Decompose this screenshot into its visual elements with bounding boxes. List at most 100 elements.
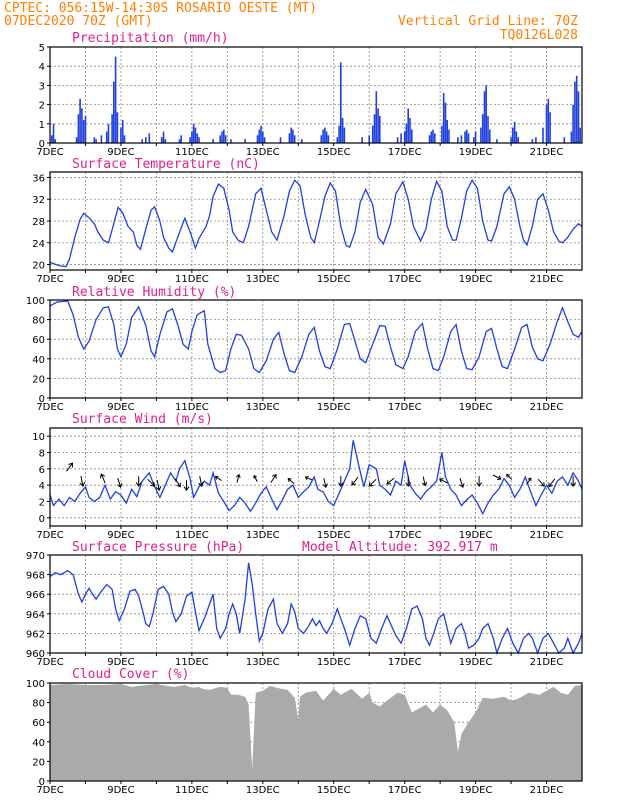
wind-arrow <box>438 478 448 484</box>
precip-bar <box>473 137 475 143</box>
wind-arrow <box>253 474 258 482</box>
wind-arrow-shaft <box>253 475 258 482</box>
wind-arrow-shaft <box>147 478 155 487</box>
wind-arrow-head <box>272 473 277 479</box>
precip-bar <box>164 139 167 143</box>
wind-plot-area <box>50 428 582 526</box>
precip-bar <box>512 127 514 143</box>
y-tick-label: 1 <box>39 120 45 131</box>
precip-bar <box>301 139 303 143</box>
wind-arrow-head <box>150 482 156 487</box>
wind-arrow-head <box>438 478 444 483</box>
wind-arrow-head <box>476 482 483 487</box>
x-tick-label: 21DEC <box>530 402 564 413</box>
precip-bar <box>535 137 537 143</box>
header-grid-line: Vertical Grid Line: 70Z <box>398 14 578 29</box>
precip-bar <box>575 75 578 143</box>
precip-bar <box>244 139 246 143</box>
wind-arrow <box>147 478 156 487</box>
wind-arrow-shaft <box>174 478 181 487</box>
x-tick-label: 7DEC <box>36 402 63 413</box>
wind-arrow-shaft <box>117 478 122 488</box>
precip-bar <box>510 137 512 143</box>
x-tick-label: 19DEC <box>459 274 493 285</box>
wind-arrow <box>79 476 86 487</box>
wind-title: Surface Wind (m/s) <box>72 412 213 427</box>
y-tick-label: 80 <box>32 316 45 327</box>
wind-arrow <box>368 478 377 487</box>
wind-arrow-head <box>176 482 181 488</box>
precip-bar <box>489 129 491 143</box>
wind-arrow-head <box>214 476 219 480</box>
precip-bar <box>116 112 119 143</box>
header-station: CPTEC: 056:15W-14:30S ROSARIO OESTE (MT) <box>4 1 317 16</box>
precip-bar <box>446 120 448 143</box>
precip-bar <box>375 91 378 143</box>
precip-bar <box>405 123 408 143</box>
precip-bar <box>563 137 566 143</box>
y-tick-label: 0 <box>39 139 45 150</box>
temp-series-line <box>49 178 583 268</box>
wind-arrow-shaft <box>323 478 327 488</box>
precip-bar <box>95 139 97 143</box>
wind-arrow-shaft <box>199 476 203 487</box>
wind-arrow-shaft <box>459 478 464 488</box>
wind-arrow <box>198 476 204 487</box>
wind-arrow <box>476 476 483 487</box>
y-tick-label: 966 <box>26 590 45 601</box>
x-tick-label: 15DEC <box>317 657 351 668</box>
x-tick-label: 7DEC <box>36 657 63 668</box>
y-tick-label: 20 <box>32 374 45 385</box>
wind-arrow-head <box>198 481 204 487</box>
y-tick-label: 80 <box>32 699 45 710</box>
x-tick-label: 9DEC <box>107 402 134 413</box>
x-tick-label: 9DEC <box>107 147 134 158</box>
precip-bar <box>336 137 339 143</box>
cloud-cover-title: Cloud Cover (%) <box>72 667 189 682</box>
y-tick-label: 24 <box>32 239 45 250</box>
x-tick-label: 13DEC <box>246 274 280 285</box>
y-tick-label: 968 <box>26 571 45 582</box>
x-tick-label: 15DEC <box>317 785 351 796</box>
precip-bar <box>448 129 450 143</box>
precip-bar <box>434 133 436 143</box>
precip-bar <box>196 133 198 143</box>
wind-arrow <box>322 478 328 489</box>
precip-bar <box>113 81 115 143</box>
y-tick-label: 0 <box>39 777 45 788</box>
wind-arrow-head <box>117 483 123 489</box>
x-tick-label: 15DEC <box>317 274 351 285</box>
precip-bar <box>325 131 328 143</box>
x-tick-label: 21DEC <box>530 274 564 285</box>
precip-bar <box>84 116 87 143</box>
precip-bar <box>485 85 487 143</box>
precip-bar <box>542 127 544 143</box>
precip-bar <box>290 127 292 143</box>
wind-arrow-shaft <box>492 474 502 480</box>
precip-bar <box>579 127 581 143</box>
wind-grid <box>50 428 582 526</box>
wind-series-line <box>49 440 583 516</box>
precip-bar <box>400 133 402 143</box>
precip-bar <box>343 127 346 143</box>
precip-bar <box>572 104 574 143</box>
x-tick-label: 7DEC <box>36 530 63 541</box>
precip-bar <box>338 125 340 143</box>
precip-bar <box>191 131 193 143</box>
header-model: TQ0126L028 <box>500 28 578 43</box>
wind-arrow <box>155 480 162 492</box>
precip-bar <box>77 114 80 143</box>
wind-arrow-shaft <box>368 478 377 487</box>
wind-arrow <box>174 478 181 488</box>
precip-bar <box>432 129 434 143</box>
wind-arrow-head <box>421 481 428 487</box>
x-tick-label: 19DEC <box>459 147 493 158</box>
pres-frame <box>49 554 583 654</box>
panel-cloud-cover: Cloud Cover (%) 0 20 40 60 80 100 7DEC 9DEC 11DE… <box>26 667 583 796</box>
precip-bar <box>256 135 259 143</box>
y-tick-label: 60 <box>32 718 45 729</box>
precip-bar <box>340 62 342 143</box>
x-tick-label: 9DEC <box>107 785 134 796</box>
wind-arrow <box>235 473 241 483</box>
wind-arrow-shaft <box>80 476 84 487</box>
